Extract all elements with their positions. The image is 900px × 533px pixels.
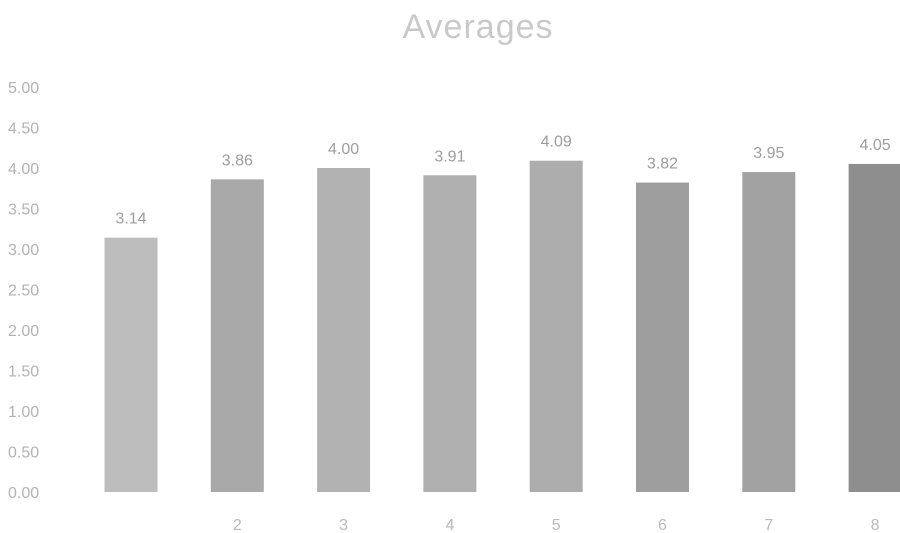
- y-tick-label: 1.50: [8, 364, 39, 381]
- data-label: 4.00: [328, 141, 359, 158]
- bar: [848, 163, 900, 492]
- y-tick-label: 0.00: [8, 485, 39, 502]
- y-tick-label: 4.00: [8, 161, 39, 178]
- y-tick-label: 5.00: [8, 80, 39, 97]
- bar: [210, 179, 264, 492]
- bar: [317, 168, 371, 492]
- x-tick-label: 2: [233, 517, 242, 533]
- data-label: 3.86: [222, 152, 253, 169]
- x-tick-label: 3: [339, 517, 348, 533]
- data-label: 3.95: [753, 145, 784, 162]
- bar: [529, 160, 583, 492]
- chart-title: Averages: [402, 8, 554, 46]
- x-tick-label: 5: [552, 517, 561, 533]
- y-tick-label: 2.50: [8, 283, 39, 300]
- x-tick-label: 8: [871, 517, 880, 533]
- x-tick-label: 6: [658, 517, 667, 533]
- y-tick-label: 3.50: [8, 202, 39, 219]
- x-tick-label: 7: [764, 517, 773, 533]
- bar: [104, 237, 158, 492]
- y-tick-label: 1.00: [8, 404, 39, 421]
- data-labels: 3.14 3.86 4.00 3.91 4.09 3.82 3.95 4.05: [115, 134, 890, 228]
- bar: [423, 175, 477, 493]
- bar: [636, 182, 689, 492]
- data-label: 3.82: [647, 156, 678, 173]
- data-label: 3.91: [434, 148, 465, 165]
- data-label: 4.09: [541, 134, 572, 151]
- y-tick-label: 4.50: [8, 121, 39, 138]
- x-tick-label: 4: [445, 517, 454, 533]
- data-label: 3.14: [115, 211, 146, 228]
- bar: [742, 172, 796, 493]
- data-label: 4.05: [860, 137, 891, 154]
- y-tick-label: 3.00: [8, 242, 39, 259]
- y-axis: 0.00 0.50 1.00 1.50 2.00 2.50 3.00 3.50 4.00 4.50…: [8, 80, 39, 502]
- bar-series: [104, 160, 900, 493]
- x-axis: 2 3 4 5 6 7 8: [233, 517, 880, 533]
- y-tick-label: 2.00: [8, 323, 39, 340]
- y-tick-label: 0.50: [8, 445, 39, 462]
